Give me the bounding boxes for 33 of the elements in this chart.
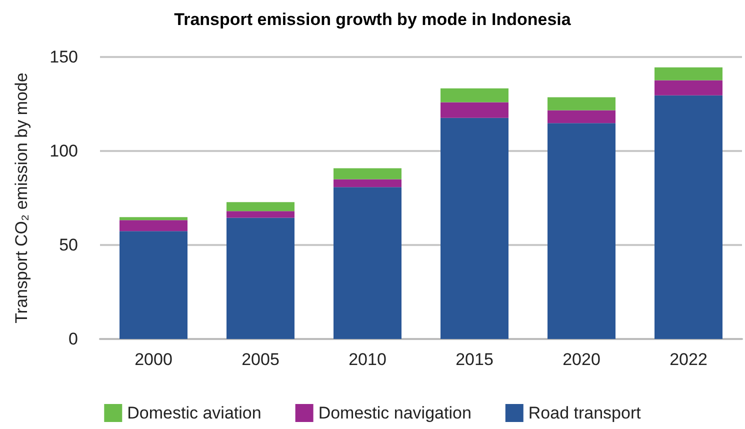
bar xyxy=(548,123,616,339)
legend-label: Domestic aviation xyxy=(127,404,262,422)
legend-label: Road transport xyxy=(528,404,642,422)
x-tick-label: 2005 xyxy=(242,350,280,369)
bar xyxy=(120,231,188,339)
bar xyxy=(654,67,722,80)
x-tick-label: 2010 xyxy=(348,350,386,369)
bar xyxy=(654,80,722,96)
chart-title: Transport emission growth by mode in Indonesia xyxy=(174,10,572,29)
y-tick-label: 150 xyxy=(50,48,78,66)
bar xyxy=(120,220,188,232)
bar xyxy=(226,211,294,218)
x-tick-label: 2015 xyxy=(456,350,494,369)
bar xyxy=(440,118,508,339)
bar xyxy=(334,168,402,180)
y-tick-label: 0 xyxy=(68,330,78,348)
bar xyxy=(120,217,188,220)
y-tick-label: 100 xyxy=(50,142,78,160)
bar xyxy=(440,88,508,102)
bar xyxy=(226,202,294,212)
bar xyxy=(440,102,508,118)
y-tick-label: 50 xyxy=(59,236,78,254)
x-tick-label: 2020 xyxy=(562,350,600,369)
bar xyxy=(548,110,616,124)
bar xyxy=(226,218,294,339)
bar xyxy=(334,179,402,188)
bar xyxy=(654,95,722,339)
y-axis-title: Transport CO₂ emission by mode xyxy=(12,72,31,324)
bar xyxy=(548,97,616,110)
x-tick-label: 2022 xyxy=(670,350,708,369)
x-tick-label: 2000 xyxy=(134,350,172,369)
legend-label: Domestic navigation xyxy=(318,404,472,422)
bar xyxy=(334,187,402,339)
